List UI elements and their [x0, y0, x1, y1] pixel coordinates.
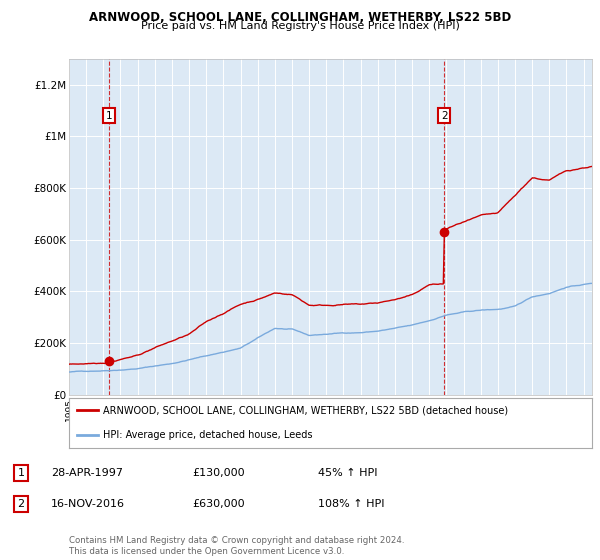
Text: Contains HM Land Registry data © Crown copyright and database right 2024.
This d: Contains HM Land Registry data © Crown c… — [69, 536, 404, 556]
Text: HPI: Average price, detached house, Leeds: HPI: Average price, detached house, Leed… — [103, 431, 313, 440]
Text: 1: 1 — [106, 111, 112, 120]
Text: £130,000: £130,000 — [192, 468, 245, 478]
Text: 108% ↑ HPI: 108% ↑ HPI — [318, 499, 385, 509]
Text: 28-APR-1997: 28-APR-1997 — [51, 468, 123, 478]
Text: ARNWOOD, SCHOOL LANE, COLLINGHAM, WETHERBY, LS22 5BD: ARNWOOD, SCHOOL LANE, COLLINGHAM, WETHER… — [89, 11, 511, 24]
Text: 2: 2 — [17, 499, 25, 509]
Text: 1: 1 — [17, 468, 25, 478]
Text: Price paid vs. HM Land Registry's House Price Index (HPI): Price paid vs. HM Land Registry's House … — [140, 21, 460, 31]
Text: 2: 2 — [441, 111, 448, 120]
Text: 45% ↑ HPI: 45% ↑ HPI — [318, 468, 377, 478]
Text: ARNWOOD, SCHOOL LANE, COLLINGHAM, WETHERBY, LS22 5BD (detached house): ARNWOOD, SCHOOL LANE, COLLINGHAM, WETHER… — [103, 405, 508, 415]
Text: 16-NOV-2016: 16-NOV-2016 — [51, 499, 125, 509]
Text: £630,000: £630,000 — [192, 499, 245, 509]
